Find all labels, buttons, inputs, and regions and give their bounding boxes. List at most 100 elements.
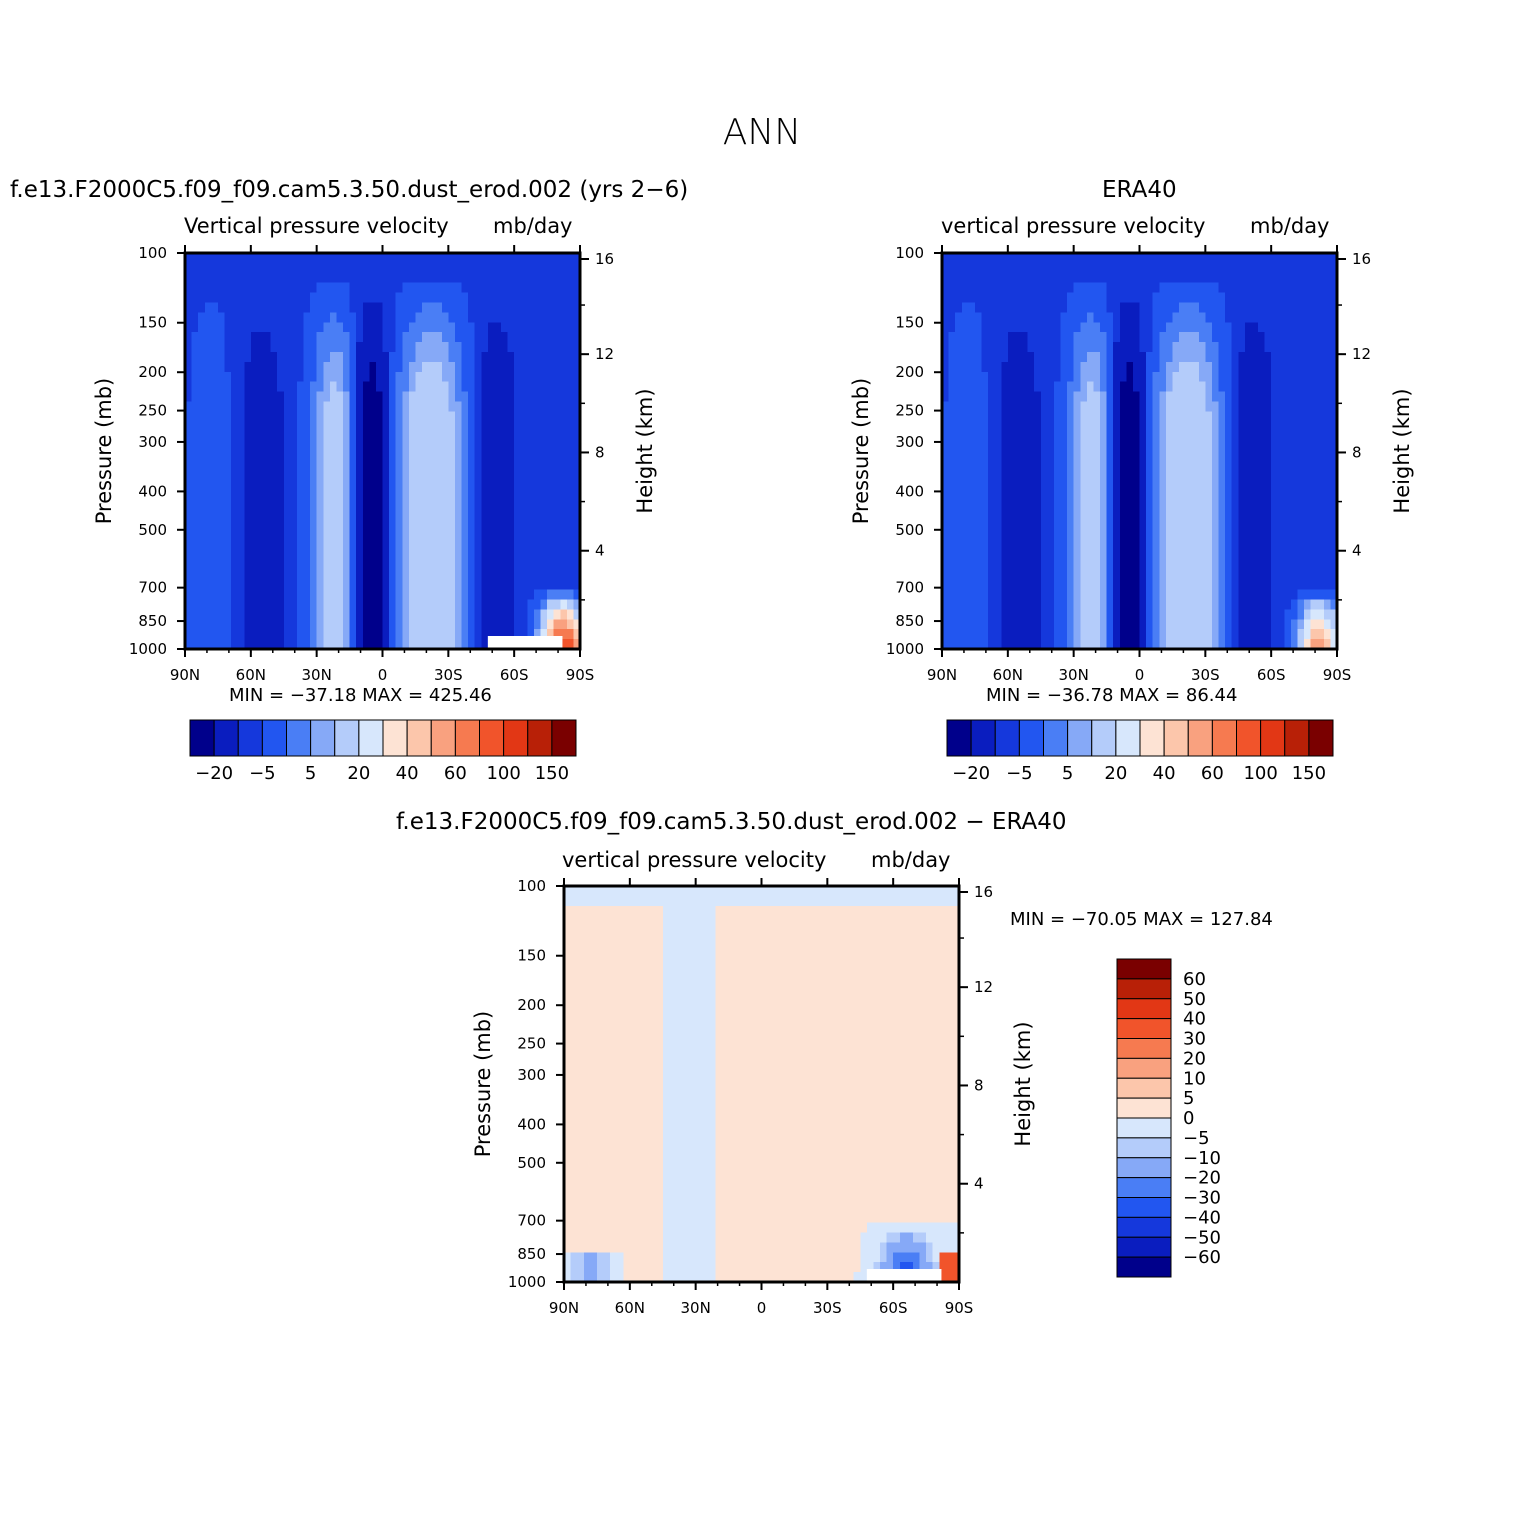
obs-field-cell bbox=[1126, 253, 1134, 264]
obs-field-cell bbox=[1330, 292, 1338, 304]
obs-field-cell bbox=[1113, 302, 1121, 313]
model-field-cell bbox=[547, 550, 555, 561]
obs-field-cell bbox=[1060, 421, 1068, 432]
obs-field-cell bbox=[942, 282, 950, 294]
obs-field-cell bbox=[1093, 361, 1101, 373]
obs-field-cell bbox=[961, 253, 969, 264]
obs-field-cell bbox=[1238, 441, 1246, 452]
model-field-cell bbox=[422, 451, 430, 462]
model-field-cell bbox=[316, 569, 324, 581]
obs-field-cell bbox=[1323, 480, 1332, 492]
model-field-cell bbox=[474, 579, 482, 591]
model-field-cell bbox=[560, 253, 568, 264]
model-field-cell bbox=[356, 371, 364, 383]
obs-field-cell bbox=[1047, 609, 1055, 620]
model-field-cell bbox=[198, 460, 206, 472]
model-field-cell bbox=[310, 421, 318, 432]
obs-contour-field bbox=[942, 253, 1338, 650]
obs-field-cell bbox=[1258, 342, 1266, 353]
model-field-cell bbox=[303, 431, 311, 442]
obs-field-cell bbox=[961, 599, 969, 610]
obs-field-cell bbox=[1139, 371, 1147, 383]
obs-field-cell bbox=[1264, 302, 1272, 313]
model-field-cell bbox=[507, 342, 515, 353]
obs-field-cell bbox=[994, 500, 1002, 511]
model-field-cell bbox=[514, 401, 522, 412]
model-field-cell bbox=[185, 451, 193, 462]
model-field-cell bbox=[244, 431, 252, 442]
model-field-cell bbox=[250, 401, 259, 412]
model-field-cell bbox=[336, 282, 344, 294]
model-field-cell bbox=[448, 361, 456, 373]
obs-field-cell bbox=[1060, 371, 1068, 383]
model-field-cell bbox=[336, 253, 344, 264]
model-field-cell bbox=[224, 569, 232, 581]
obs-field-cell bbox=[1198, 272, 1206, 284]
obs-field-cell bbox=[1258, 451, 1266, 462]
obs-field-cell bbox=[1225, 480, 1233, 492]
obs-field-cell bbox=[1073, 302, 1081, 313]
model-field-cell bbox=[198, 520, 206, 531]
obs-field-cell bbox=[968, 589, 976, 601]
obs-field-cell bbox=[1126, 352, 1134, 363]
obs-field-cell bbox=[1297, 332, 1305, 343]
obs-field-cell bbox=[1086, 629, 1095, 640]
obs-field-cell bbox=[1310, 441, 1318, 452]
obs-field-cell bbox=[1159, 431, 1167, 442]
model-field-cell bbox=[507, 520, 515, 531]
obs-field-cell bbox=[1205, 401, 1213, 412]
model-field-cell bbox=[547, 441, 555, 452]
model-field-cell bbox=[408, 272, 417, 284]
model-field-cell bbox=[270, 292, 278, 304]
model-colorbar-box bbox=[430, 719, 456, 757]
model-field-cell bbox=[553, 530, 561, 541]
model-field-cell bbox=[435, 490, 443, 502]
model-field-cell bbox=[514, 381, 522, 393]
obs-field-cell bbox=[955, 490, 963, 502]
obs-field-cell bbox=[1317, 500, 1325, 511]
model-field-cell bbox=[191, 253, 199, 264]
obs-field-cell bbox=[1080, 629, 1088, 640]
model-field-cell bbox=[296, 559, 305, 571]
model-field-cell bbox=[303, 480, 311, 492]
model-field-cell bbox=[415, 352, 423, 363]
obs-field-cell bbox=[1317, 381, 1325, 393]
model-field-cell bbox=[514, 629, 522, 640]
model-field-cell bbox=[501, 262, 509, 274]
model-field-cell bbox=[448, 282, 456, 294]
model-field-cell bbox=[290, 361, 298, 373]
obs-field-cell bbox=[1080, 559, 1088, 571]
model-field-cell bbox=[468, 569, 476, 581]
obs-field-cell bbox=[1067, 530, 1075, 541]
model-field-cell bbox=[553, 361, 561, 373]
model-field-cell bbox=[422, 629, 430, 640]
obs-field-cell bbox=[1179, 480, 1187, 492]
obs-field-cell bbox=[1126, 441, 1134, 452]
obs-field-cell bbox=[1060, 272, 1068, 284]
obs-field-cell bbox=[1290, 411, 1299, 422]
obs-field-cell bbox=[1317, 619, 1325, 630]
obs-field-cell bbox=[1040, 292, 1048, 304]
obs-field-cell bbox=[1080, 431, 1088, 442]
obs-field-cell bbox=[974, 411, 983, 422]
model-field-cell bbox=[264, 629, 272, 640]
obs-field-cell bbox=[1304, 302, 1312, 313]
model-field-cell bbox=[296, 302, 305, 313]
model-field-cell bbox=[395, 282, 403, 294]
obs-field-cell bbox=[1152, 292, 1160, 304]
model-field-cell bbox=[257, 500, 265, 511]
model-field-cell bbox=[415, 292, 423, 304]
obs-field-cell bbox=[1007, 540, 1016, 551]
model-field-cell bbox=[408, 312, 417, 323]
obs-field-cell bbox=[1014, 599, 1022, 610]
model-field-cell bbox=[270, 540, 278, 551]
model-field-cell bbox=[224, 371, 232, 383]
obs-field-cell bbox=[1251, 569, 1259, 581]
obs-field-cell bbox=[1297, 262, 1305, 274]
model-field-cell bbox=[250, 520, 259, 531]
obs-field-cell bbox=[1040, 381, 1048, 393]
obs-field-cell bbox=[1218, 609, 1226, 620]
obs-field-cell bbox=[1165, 589, 1174, 601]
obs-field-cell bbox=[1159, 589, 1167, 601]
model-field-cell bbox=[487, 510, 496, 521]
